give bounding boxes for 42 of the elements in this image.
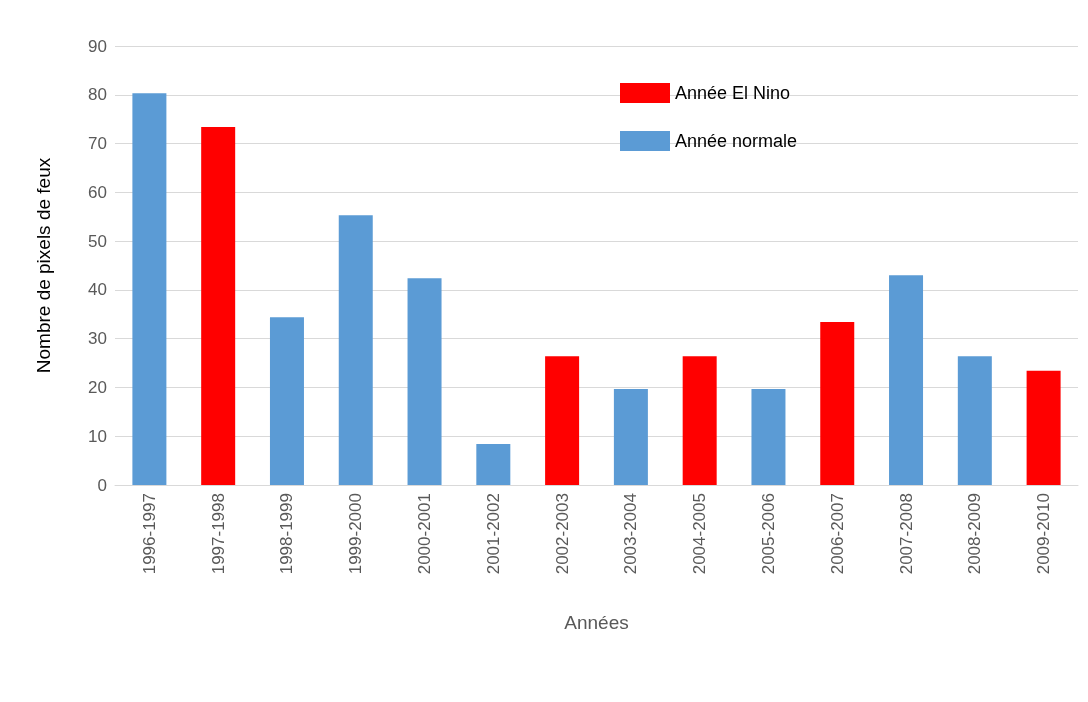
y-tick-label: 90	[88, 36, 107, 56]
x-tick-label: 2009-2010	[1034, 493, 1054, 575]
x-tick-label: 2006-2007	[827, 493, 847, 575]
x-tick-label: 2007-2008	[896, 493, 916, 575]
bar	[545, 356, 580, 485]
bar	[201, 126, 236, 485]
legend-label: Année normale	[675, 131, 798, 151]
x-tick-label: 2005-2006	[758, 493, 778, 575]
y-tick-label: 80	[88, 85, 107, 105]
y-axis-title: Nombre de pixels de feux	[33, 157, 54, 374]
bar	[682, 356, 717, 485]
bar	[407, 278, 442, 485]
x-tick-label: 1996-1997	[139, 493, 159, 575]
x-tick-label: 2001-2002	[483, 493, 503, 575]
bar	[889, 275, 924, 485]
x-tick-label: 2000-2001	[415, 493, 435, 575]
bar	[338, 215, 373, 485]
bar	[132, 93, 167, 485]
x-tick-label: 1997-1998	[208, 493, 228, 575]
x-tick-label: 2002-2003	[552, 493, 572, 575]
bar	[269, 317, 304, 485]
x-tick-label: 2008-2009	[965, 493, 985, 575]
bar	[957, 356, 992, 485]
bar	[820, 322, 855, 485]
bar	[613, 388, 648, 485]
y-tick-label: 0	[97, 475, 107, 495]
y-tick-label: 30	[88, 329, 107, 349]
x-tick-label: 2004-2005	[690, 493, 710, 575]
y-tick-label: 10	[88, 426, 107, 446]
bar	[1026, 370, 1061, 485]
bar	[476, 444, 511, 485]
y-tick-label: 50	[88, 231, 107, 251]
bar	[751, 388, 786, 485]
y-tick-label: 60	[88, 182, 107, 202]
legend-label: Année El Nino	[675, 83, 791, 103]
y-tick-label: 70	[88, 134, 107, 154]
x-tick-label: 1999-2000	[346, 493, 366, 575]
y-tick-label: 40	[88, 280, 107, 300]
x-axis-title: Années	[564, 612, 629, 633]
y-tick-label: 20	[88, 377, 107, 397]
x-tick-label: 1998-1999	[277, 493, 297, 575]
x-tick-label: 2003-2004	[621, 493, 641, 575]
